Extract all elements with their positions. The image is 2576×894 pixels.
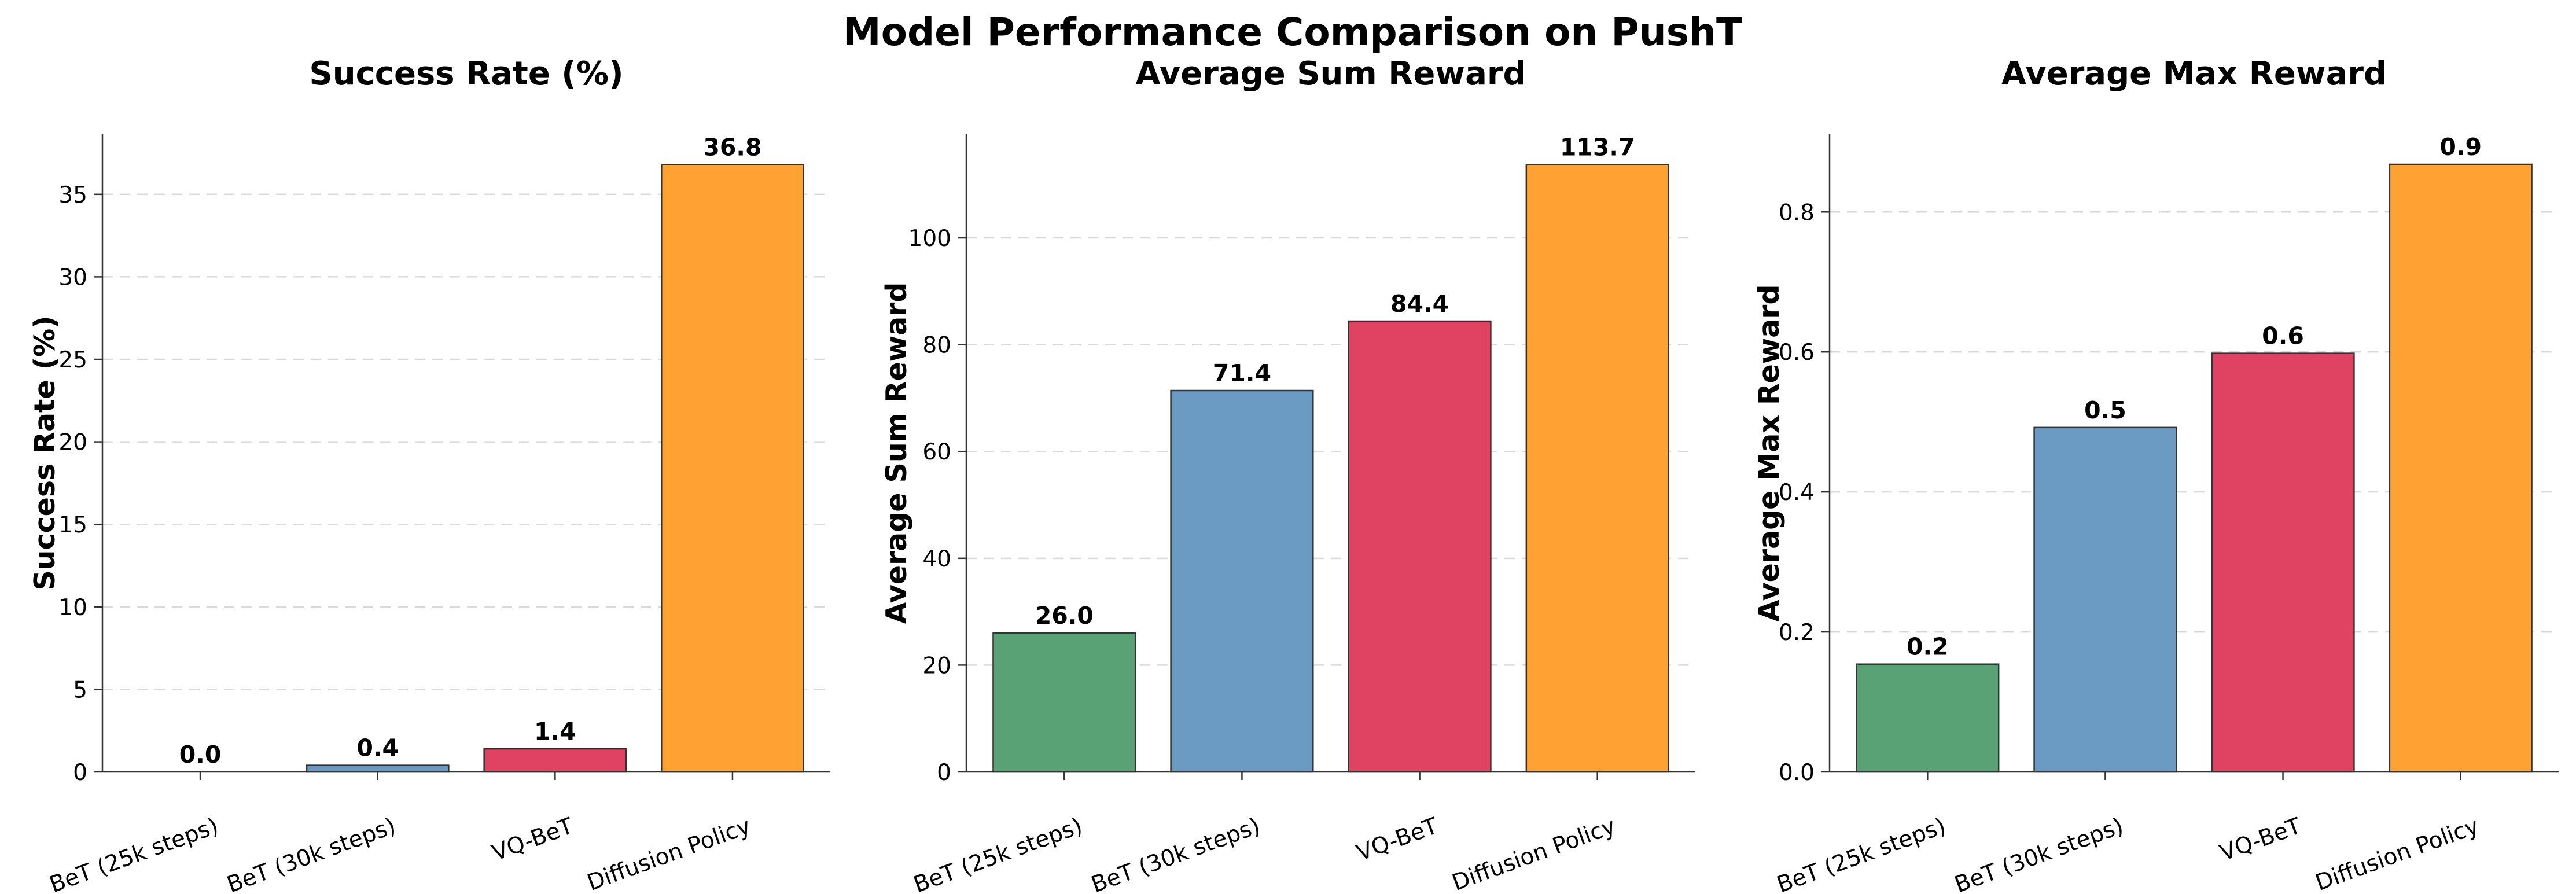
y-tick-label: 25 [58, 347, 87, 373]
y-tick-label: 30 [58, 264, 87, 290]
value-label: 0.6 [2262, 322, 2304, 350]
x-tick-label: BeT (30k steps) [1951, 813, 2127, 894]
bar-2 [2033, 426, 2177, 773]
y-tick-label: 40 [922, 546, 951, 572]
bar-1 [992, 632, 1136, 773]
y-tick-label: 100 [908, 226, 951, 252]
y-axis-label: Average Max Reward [1753, 285, 1786, 622]
y-tick-label: 0.4 [1779, 480, 1815, 506]
bar-3 [483, 748, 627, 773]
x-tick-label: BeT (25k steps) [46, 813, 222, 894]
chart-panels: 0.0 BeT (25k steps) 0.4 BeT (30k steps) 1.4 V… [28, 55, 2559, 894]
chart-panel-2: 26.0 BeT (25k steps) 71.4 BeT (30k steps) 84… [880, 55, 1695, 894]
value-label: 113.7 [1560, 134, 1635, 161]
chart-panel-1: 0.0 BeT (25k steps) 0.4 BeT (30k steps) 1.4 V… [28, 55, 830, 894]
x-tick-label: VQ-BeT [1353, 813, 1441, 866]
x-tick-label: VQ-BeT [488, 813, 576, 866]
value-label: 26.0 [1035, 602, 1094, 630]
y-axis-label: Average Sum Reward [880, 282, 913, 624]
chart-title: Average Sum Reward [1135, 55, 1526, 93]
x-tick-label: BeT (30k steps) [224, 813, 400, 894]
y-tick-label: 80 [922, 333, 951, 359]
y-tick-label: 15 [58, 512, 87, 538]
y-tick-label: 0.8 [1779, 200, 1815, 226]
value-label: 0.5 [2084, 396, 2126, 424]
value-label: 71.4 [1213, 359, 1271, 387]
value-label: 84.4 [1390, 290, 1449, 318]
y-tick-label: 0 [937, 760, 951, 786]
chart-panel-3: 0.2 BeT (25k steps) 0.5 BeT (30k steps) 0.6 V… [1753, 55, 2559, 894]
y-tick-label: 0 [73, 760, 87, 786]
value-label: 0.9 [2439, 133, 2482, 161]
bar-3 [1348, 320, 1492, 773]
figure-title: Model Performance Comparison on PushT [843, 10, 1742, 54]
chart-title: Average Max Reward [2001, 55, 2387, 93]
bar-2 [1170, 389, 1314, 773]
x-tick-label: BeT (25k steps) [910, 813, 1086, 894]
x-tick-label: VQ-BeT [2217, 813, 2305, 866]
y-tick-label: 10 [58, 595, 87, 621]
y-tick-label: 0.2 [1779, 620, 1815, 646]
x-tick-label: Diffusion Policy [2312, 813, 2482, 894]
y-tick-label: 60 [922, 439, 951, 465]
y-tick-label: 0.0 [1779, 760, 1815, 786]
value-label: 36.8 [703, 133, 761, 161]
y-tick-label: 20 [58, 430, 87, 456]
value-label: 0.2 [1907, 633, 1949, 661]
y-tick-label: 20 [922, 653, 951, 679]
chart-title: Success Rate (%) [309, 55, 623, 93]
y-tick-label: 5 [73, 677, 87, 703]
bar-2 [306, 764, 450, 773]
y-tick-label: 0.6 [1779, 340, 1815, 366]
x-tick-label: Diffusion Policy [584, 813, 754, 894]
bar-4 [661, 164, 804, 773]
bar-1 [1856, 663, 2000, 773]
x-tick-label: Diffusion Policy [1449, 813, 1619, 894]
x-tick-label: BeT (25k steps) [1773, 813, 1949, 894]
value-label: 0.4 [356, 734, 399, 762]
value-label: 0.0 [179, 741, 222, 768]
y-tick-label: 35 [58, 182, 87, 208]
value-label: 1.4 [534, 718, 576, 745]
bar-3 [2211, 352, 2355, 773]
x-tick-label: BeT (30k steps) [1088, 813, 1264, 894]
y-axis-label: Success Rate (%) [28, 315, 61, 590]
bar-4 [2389, 163, 2533, 773]
bar-4 [1525, 164, 1669, 773]
